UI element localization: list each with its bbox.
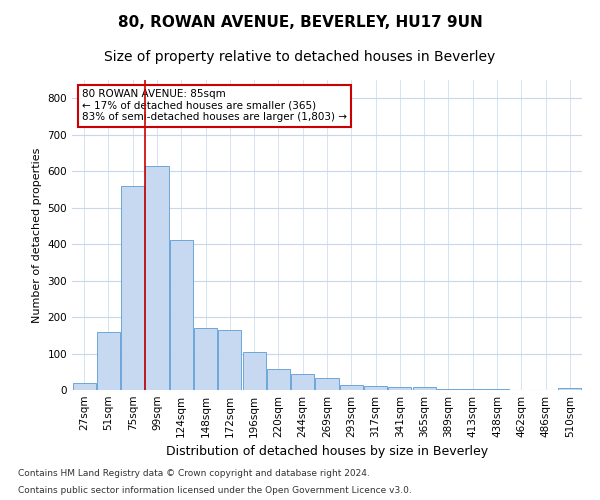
Bar (413, 388, 436, 390)
Bar (461, 388, 484, 390)
Text: Contains public sector information licensed under the Open Government Licence v3: Contains public sector information licen… (18, 486, 412, 495)
Bar (388, 387, 412, 390)
Bar (121, 186, 144, 390)
Bar (364, 386, 387, 390)
Bar (194, 328, 217, 390)
Bar (437, 388, 460, 390)
Bar (73, 382, 95, 390)
Bar (340, 384, 363, 390)
Bar (218, 330, 241, 390)
Bar (170, 240, 193, 390)
Bar (145, 166, 169, 390)
Bar (267, 369, 290, 390)
Bar (291, 374, 314, 390)
Bar (97, 332, 120, 390)
Bar (242, 352, 266, 390)
Text: Contains HM Land Registry data © Crown copyright and database right 2024.: Contains HM Land Registry data © Crown c… (18, 468, 370, 477)
Bar (559, 388, 581, 390)
X-axis label: Distribution of detached houses by size in Beverley: Distribution of detached houses by size … (166, 446, 488, 458)
Text: Size of property relative to detached houses in Beverley: Size of property relative to detached ho… (104, 50, 496, 64)
Bar (316, 378, 338, 390)
Text: 80 ROWAN AVENUE: 85sqm
← 17% of detached houses are smaller (365)
83% of semi-de: 80 ROWAN AVENUE: 85sqm ← 17% of detached… (82, 90, 347, 122)
Text: 80, ROWAN AVENUE, BEVERLEY, HU17 9UN: 80, ROWAN AVENUE, BEVERLEY, HU17 9UN (118, 15, 482, 30)
Y-axis label: Number of detached properties: Number of detached properties (32, 148, 42, 322)
